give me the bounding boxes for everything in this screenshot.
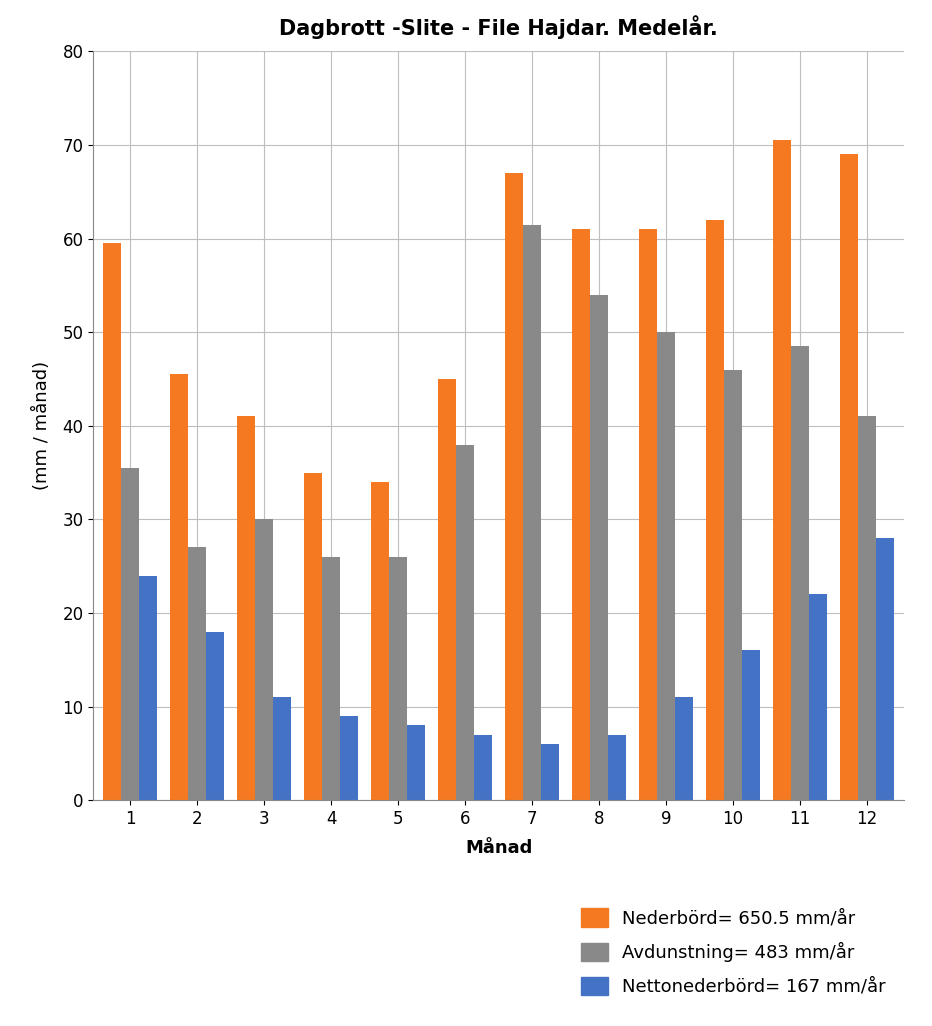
Bar bbox=[505, 173, 523, 800]
Bar bbox=[474, 735, 492, 800]
Bar bbox=[206, 632, 225, 800]
Bar bbox=[121, 468, 139, 800]
Bar bbox=[876, 538, 895, 800]
Legend: Nederbörd= 650.5 mm/år, Avdunstning= 483 mm/år, Nettonederbörd= 167 mm/år: Nederbörd= 650.5 mm/år, Avdunstning= 483… bbox=[572, 899, 895, 1004]
Bar bbox=[742, 650, 761, 800]
Bar bbox=[139, 576, 158, 800]
Bar bbox=[858, 417, 876, 800]
Bar bbox=[675, 698, 693, 800]
Bar bbox=[103, 243, 121, 800]
Bar bbox=[438, 379, 456, 800]
Bar bbox=[322, 557, 340, 800]
Bar bbox=[609, 735, 626, 800]
Title: Dagbrott -Slite - File Hajdar. Medelår.: Dagbrott -Slite - File Hajdar. Medelår. bbox=[280, 14, 718, 39]
Bar bbox=[639, 229, 657, 800]
Bar bbox=[840, 154, 858, 800]
Bar bbox=[273, 698, 291, 800]
Bar bbox=[304, 473, 322, 800]
Bar bbox=[407, 725, 425, 800]
Bar bbox=[255, 519, 273, 800]
Bar bbox=[809, 594, 828, 800]
Bar bbox=[371, 482, 389, 800]
Y-axis label: (mm / månad): (mm / månad) bbox=[34, 361, 51, 490]
Bar bbox=[170, 374, 188, 800]
Bar bbox=[523, 225, 541, 800]
Bar bbox=[657, 332, 675, 800]
Bar bbox=[791, 346, 809, 800]
Bar bbox=[541, 744, 559, 800]
Bar bbox=[590, 294, 609, 800]
X-axis label: Månad: Månad bbox=[465, 839, 532, 857]
Bar bbox=[706, 220, 724, 800]
Bar bbox=[237, 417, 255, 800]
Bar bbox=[456, 444, 474, 800]
Bar bbox=[188, 548, 206, 800]
Bar bbox=[724, 369, 742, 800]
Bar bbox=[572, 229, 590, 800]
Bar bbox=[340, 716, 358, 800]
Bar bbox=[389, 557, 407, 800]
Bar bbox=[773, 141, 791, 800]
